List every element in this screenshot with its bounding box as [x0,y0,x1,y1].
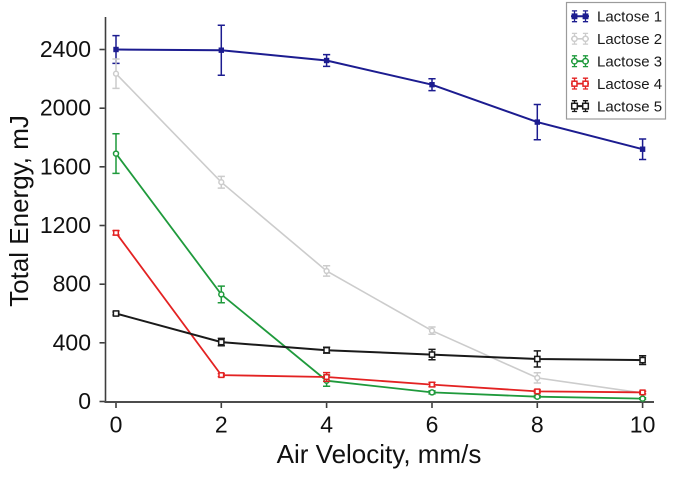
svg-text:Lactose 2: Lactose 2 [597,31,662,48]
svg-text:Lactose 3: Lactose 3 [597,53,662,70]
svg-text:2400: 2400 [40,36,91,62]
svg-text:2000: 2000 [40,95,91,121]
svg-text:Total Energy, mJ: Total Energy, mJ [4,115,34,307]
svg-text:1600: 1600 [40,153,91,179]
svg-text:2: 2 [215,412,228,438]
svg-text:10: 10 [630,412,656,438]
svg-text:6: 6 [426,412,439,438]
svg-text:Lactose 5: Lactose 5 [597,98,662,115]
svg-text:Air Velocity, mm/s: Air Velocity, mm/s [277,439,482,469]
svg-text:Lactose 1: Lactose 1 [597,9,662,26]
svg-text:400: 400 [53,329,91,355]
svg-text:8: 8 [531,412,544,438]
svg-text:1200: 1200 [40,212,91,238]
svg-text:0: 0 [110,412,123,438]
svg-text:0: 0 [78,388,91,414]
svg-text:Lactose 4: Lactose 4 [597,76,662,93]
svg-text:800: 800 [53,271,91,297]
svg-text:4: 4 [320,412,333,438]
